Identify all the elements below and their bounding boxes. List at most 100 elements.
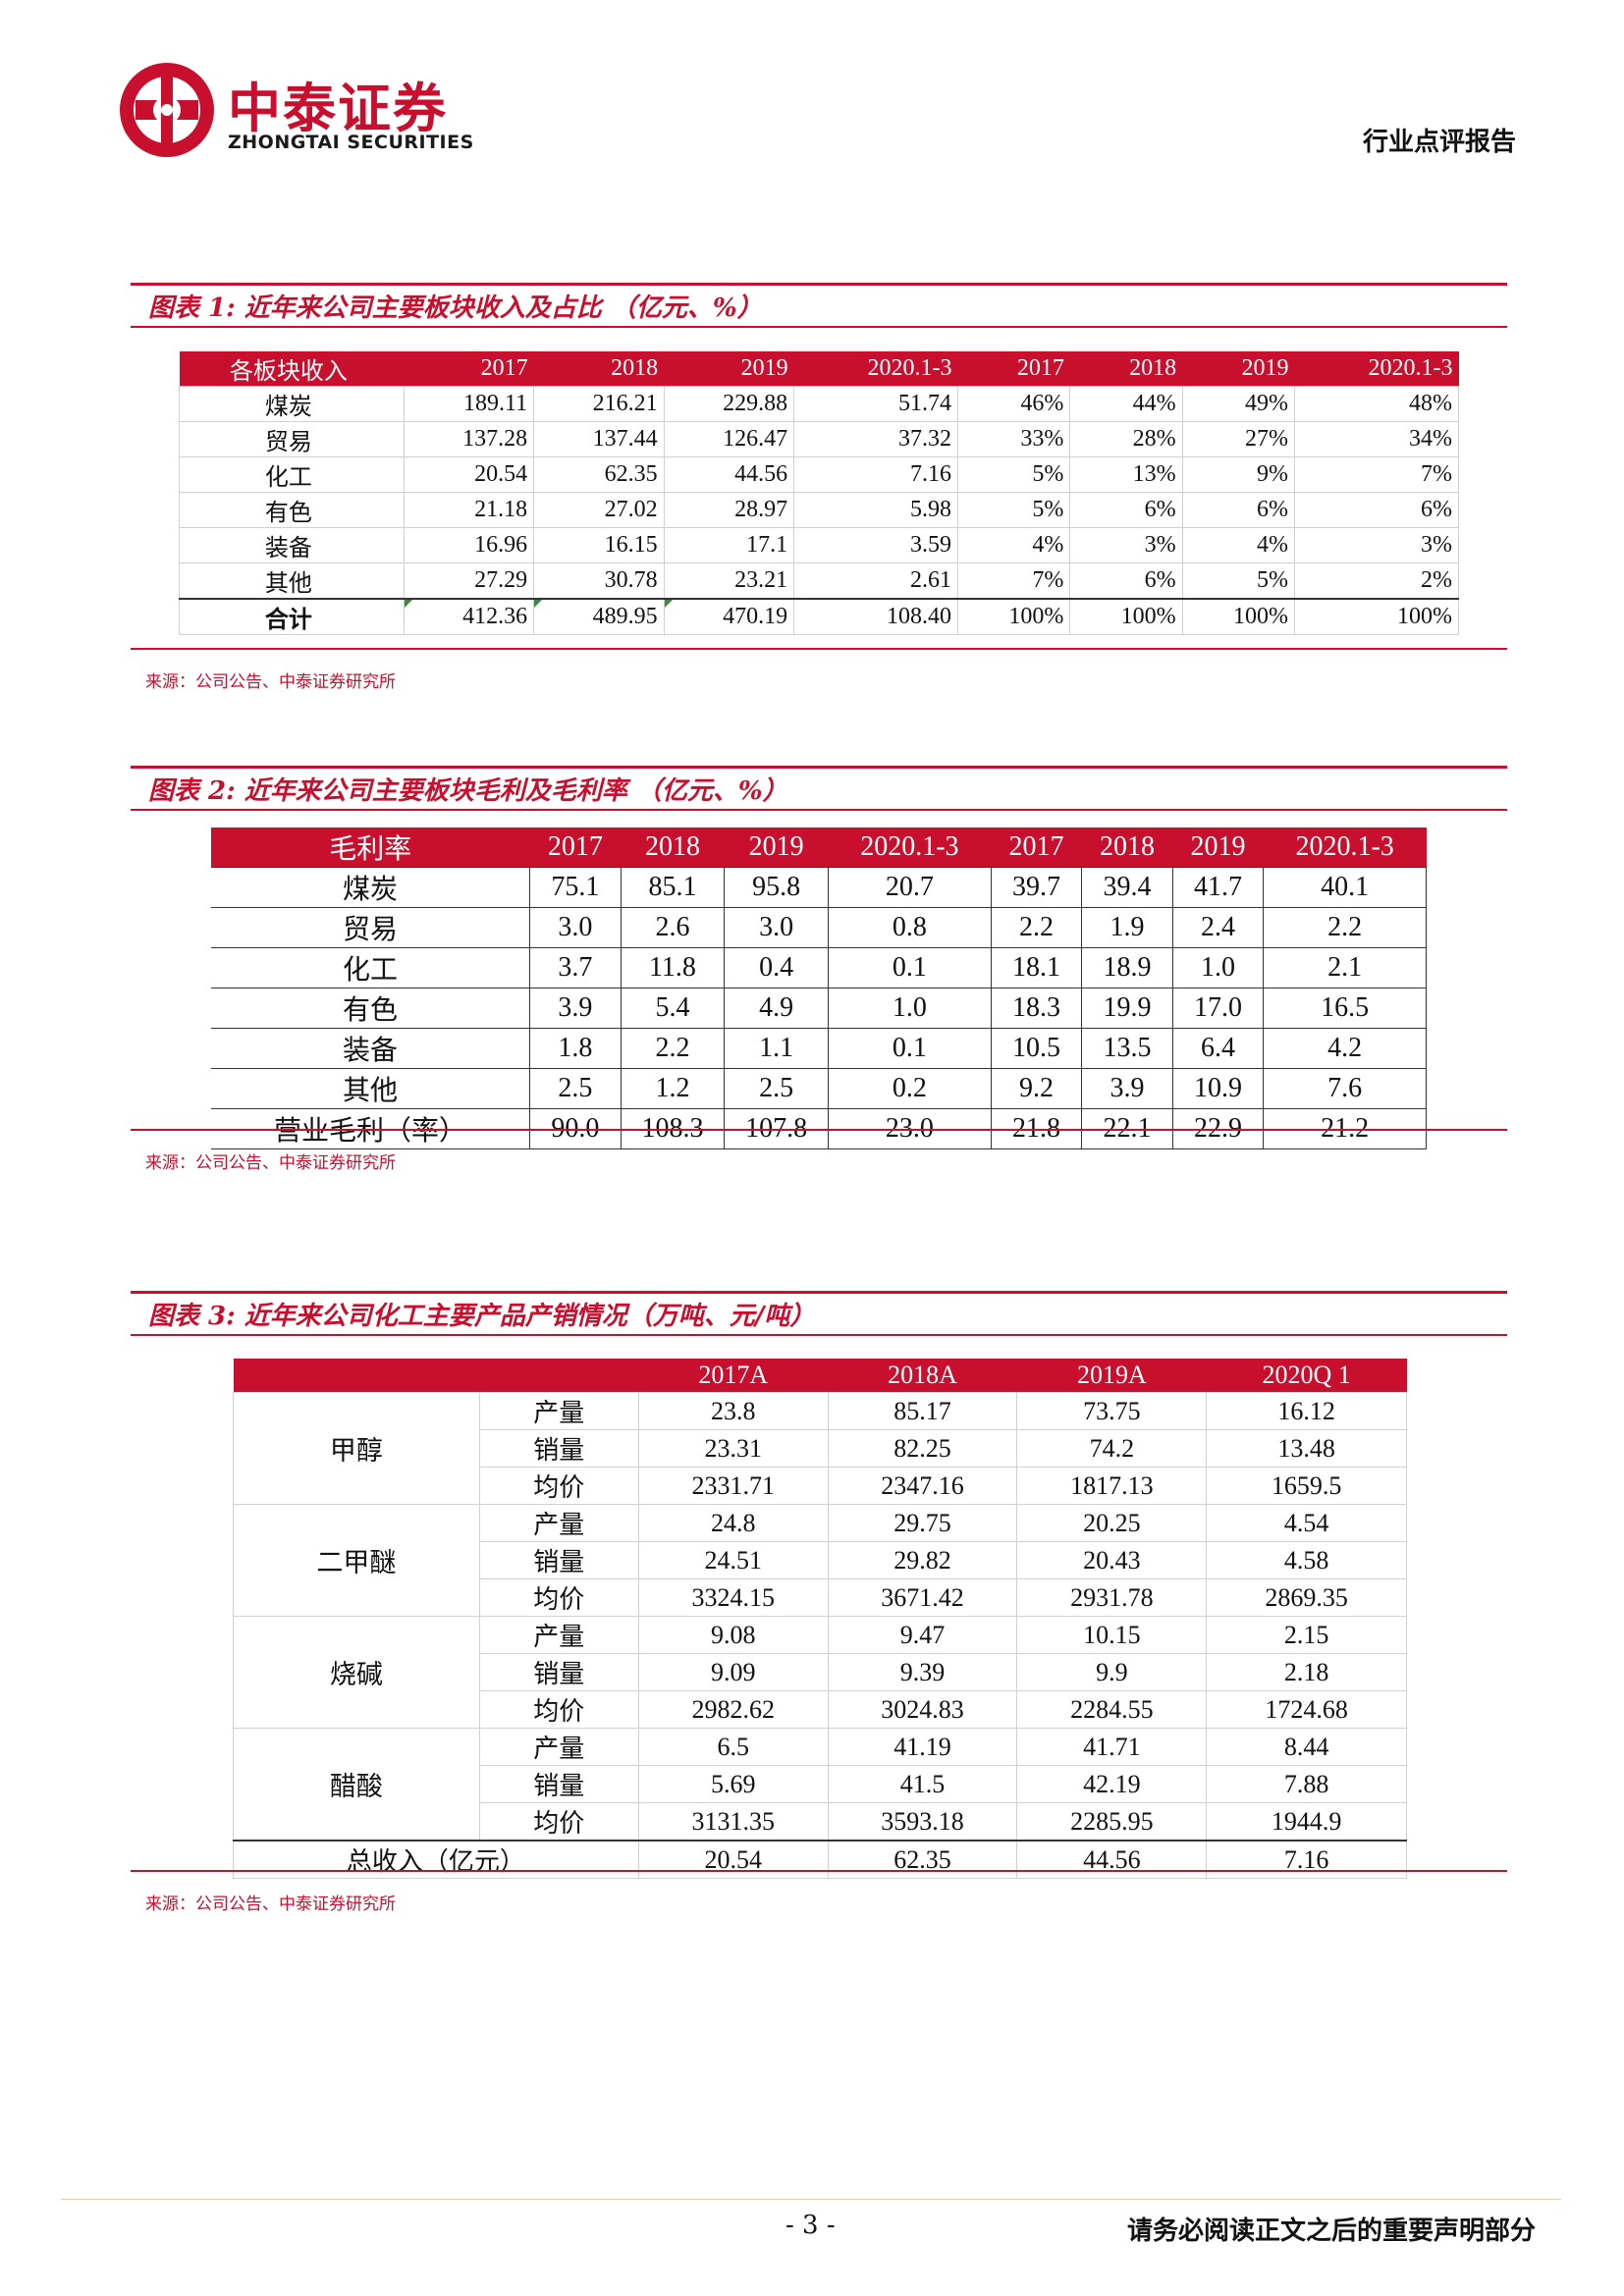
column-header: 2017 — [529, 828, 622, 868]
table-cell: 100% — [1294, 598, 1459, 635]
table-cell: 5% — [1181, 562, 1296, 600]
metric-label: 销量 — [478, 1653, 639, 1691]
metric-label: 均价 — [478, 1467, 639, 1505]
table-cell: 2331.71 — [637, 1467, 829, 1505]
column-header: 2018 — [1069, 351, 1183, 387]
zhongtai-logo — [120, 63, 214, 157]
column-header — [479, 1359, 639, 1393]
row-label: 贸易 — [211, 907, 531, 948]
table-cell: 9.47 — [827, 1616, 1018, 1654]
table-cell: 0.2 — [828, 1068, 992, 1109]
table-cell: 100% — [1069, 598, 1183, 635]
table-cell: 4.9 — [724, 988, 829, 1029]
table-cell: 3% — [1069, 527, 1183, 563]
table-row: 均价 3131.35 3593.18 2285.95 1944.9 — [234, 1802, 1407, 1842]
table-cell: 9.09 — [637, 1653, 829, 1691]
column-header: 2019 — [724, 828, 829, 868]
table-cell: 0.1 — [828, 947, 992, 988]
figure1-table: 各板块收入 2017 2018 2019 2020.1-3 2017 2018 2019 202… — [179, 351, 1459, 635]
metric-label: 均价 — [478, 1690, 639, 1729]
column-header: 2020.1-3 — [828, 828, 992, 868]
table-cell: 7% — [957, 562, 1071, 600]
table-row: 均价 2331.71 2347.16 1817.13 1659.5 — [234, 1467, 1407, 1505]
column-header: 2018 — [621, 828, 725, 868]
column-header: 2017 — [957, 351, 1070, 387]
table-cell: 7.6 — [1263, 1068, 1427, 1109]
metric-label: 产量 — [478, 1616, 639, 1654]
disclaimer: 请务必阅读正文之后的重要声明部分 — [1126, 2216, 1536, 2246]
table-cell: 2.15 — [1206, 1616, 1407, 1654]
product-name: 二甲醚 — [233, 1504, 480, 1617]
table-cell: 126.47 — [663, 421, 795, 457]
table-cell: 11.8 — [620, 947, 726, 988]
column-header: 2020Q 1 — [1206, 1359, 1407, 1393]
table-cell: 95.8 — [724, 867, 829, 908]
table-cell: 2.2 — [620, 1028, 726, 1069]
table-cell: 82.25 — [827, 1429, 1018, 1468]
page-number: - 3 - — [785, 2211, 836, 2240]
table-row: 贸易 137.28 137.44 126.47 37.32 33% 28% 27% 34% — [179, 421, 1459, 457]
table-row: 均价 2982.62 3024.83 2284.55 1724.68 — [234, 1690, 1407, 1729]
table-cell: 3024.83 — [827, 1690, 1018, 1729]
row-label: 化工 — [211, 947, 531, 988]
table-cell: 18.9 — [1081, 947, 1173, 988]
figure2-source: 来源：公司公告、中泰证券研究所 — [145, 1153, 396, 1173]
row-label: 合计 — [179, 598, 405, 635]
table-cell: 44.56 — [663, 456, 795, 493]
table-cell: 10.9 — [1171, 1068, 1265, 1109]
product-name: 烧碱 — [233, 1616, 480, 1729]
figure2-table: 毛利率 2017 2018 2019 2020.1-3 2017 2018 2019 2020.… — [211, 828, 1427, 1149]
table-cell: 2.18 — [1206, 1653, 1407, 1691]
table-cell: 137.44 — [533, 421, 665, 457]
table-cell: 21.18 — [403, 492, 535, 528]
table-cell: 9.08 — [637, 1616, 829, 1654]
table-cell: 44% — [1069, 386, 1183, 422]
table-cell: 42.19 — [1016, 1765, 1208, 1803]
formula-marker — [534, 600, 543, 608]
table-cell: 49% — [1181, 386, 1296, 422]
row-label: 有色 — [211, 988, 531, 1029]
table-cell: 1.0 — [1171, 947, 1265, 988]
column-header: 2019 — [1182, 351, 1295, 387]
table-cell: 3593.18 — [827, 1802, 1018, 1842]
table-cell: 7.16 — [793, 456, 959, 493]
table-cell: 20.7 — [828, 867, 992, 908]
table-cell: 3.9 — [529, 988, 622, 1029]
column-header: 2017 — [404, 351, 534, 387]
table-cell: 3.0 — [529, 907, 622, 948]
figure3-table: 2017A 2018A 2019A 2020Q 1 甲醇 产量 23.8 85.17 73.75… — [233, 1359, 1407, 1879]
table-cell: 7.88 — [1206, 1765, 1407, 1803]
table-cell: 3.0 — [724, 907, 829, 948]
table-cell: 13.48 — [1206, 1429, 1407, 1468]
table-cell: 3% — [1294, 527, 1459, 563]
table-cell: 41.19 — [827, 1728, 1018, 1766]
table-cell: 29.82 — [827, 1541, 1018, 1579]
figure3-source: 来源：公司公告、中泰证券研究所 — [145, 1895, 396, 1914]
table-cell: 2% — [1294, 562, 1459, 600]
table-cell: 9% — [1181, 456, 1296, 493]
table-row: 二甲醚 产量 24.8 29.75 20.25 4.54 — [233, 1504, 1407, 1617]
table-cell: 108.40 — [793, 598, 959, 635]
table-cell: 137.28 — [403, 421, 535, 457]
table-row: 化工 3.7 11.8 0.4 0.1 18.1 18.9 1.0 2.1 — [211, 947, 1427, 988]
row-label: 其他 — [179, 562, 405, 600]
table-cell: 4.2 — [1263, 1028, 1427, 1069]
table-cell: 5.69 — [637, 1765, 829, 1803]
table-cell: 51.74 — [793, 386, 959, 422]
table-cell: 5% — [957, 492, 1071, 528]
table-cell: 30.78 — [533, 562, 665, 600]
table-cell: 27.29 — [403, 562, 535, 600]
table-cell: 5% — [957, 456, 1071, 493]
table-row: 有色 21.18 27.02 28.97 5.98 5% 6% 6% 6% — [179, 492, 1459, 528]
table-cell: 62.35 — [533, 456, 665, 493]
table-cell: 20.43 — [1016, 1541, 1208, 1579]
row-label: 总收入（亿元） — [233, 1840, 639, 1879]
table-cell: 1724.68 — [1206, 1690, 1407, 1729]
table-cell: 2.5 — [724, 1068, 829, 1109]
table-cell: 19.9 — [1081, 988, 1173, 1029]
table-cell: 1659.5 — [1206, 1467, 1407, 1505]
table-row: 贸易 3.0 2.6 3.0 0.8 2.2 1.9 2.4 2.2 — [211, 907, 1427, 948]
table-cell: 10.15 — [1016, 1616, 1208, 1654]
table-cell: 6.5 — [637, 1728, 829, 1766]
metric-label: 均价 — [478, 1802, 639, 1842]
